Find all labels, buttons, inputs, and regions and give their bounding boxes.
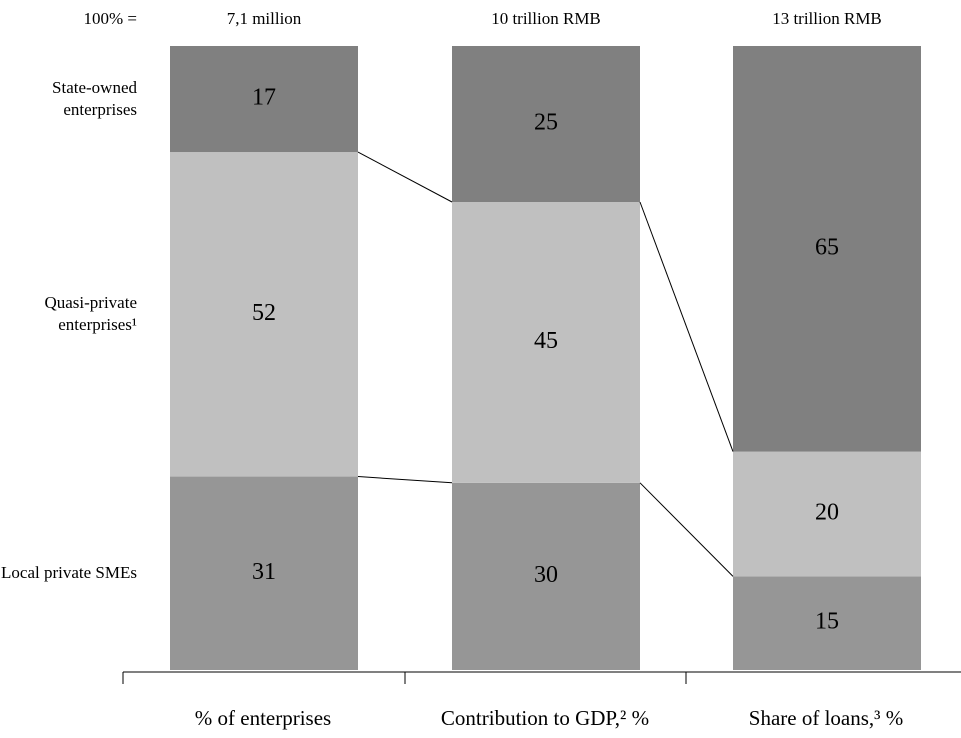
bar-segment	[733, 451, 921, 577]
series-label: State-owned enterprises	[52, 78, 137, 120]
bar-segment	[733, 576, 921, 670]
bar-segment	[170, 46, 358, 153]
value-label: 17	[252, 85, 276, 111]
value-label: 31	[252, 559, 276, 585]
value-label: 15	[815, 609, 839, 635]
bar-segment	[452, 202, 640, 483]
connector-line	[357, 476, 453, 484]
total-label: 100% =	[84, 9, 138, 28]
bar-segment	[170, 476, 358, 670]
x-tick-label: Contribution to GDP,² %	[441, 706, 649, 730]
value-label: 30	[534, 562, 558, 588]
bar-segment	[452, 482, 640, 670]
value-label: 52	[252, 300, 276, 326]
connector-line	[639, 482, 734, 577]
value-label: 20	[815, 500, 839, 526]
x-tick-label: Share of loans,³ %	[749, 706, 903, 730]
series-label: Quasi-private enterprises¹	[44, 293, 137, 335]
bar-segment	[733, 46, 921, 452]
total-value: 7,1 million	[227, 9, 302, 28]
value-label: 45	[534, 328, 558, 354]
bar-segment	[452, 46, 640, 202]
total-value: 13 trillion RMB	[772, 9, 882, 28]
series-label: Local private SMEs	[1, 563, 137, 583]
value-label: 65	[815, 234, 839, 260]
connector-line	[357, 151, 453, 203]
bar-segment	[170, 152, 358, 477]
connector-line	[639, 201, 734, 452]
value-label: 25	[534, 110, 558, 136]
total-value: 10 trillion RMB	[491, 9, 601, 28]
x-tick-label: % of enterprises	[195, 706, 331, 730]
